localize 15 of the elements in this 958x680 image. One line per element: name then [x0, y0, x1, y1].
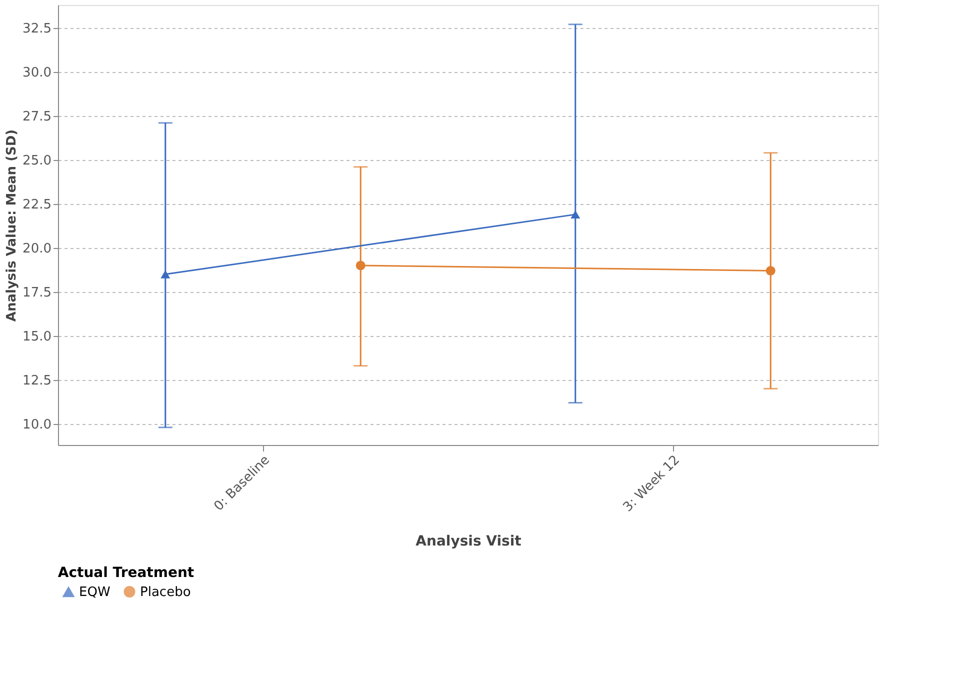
y-tick-label: 15.0 [22, 329, 52, 344]
legend-label: Placebo [140, 584, 191, 600]
legend-label: EQW [79, 585, 110, 600]
y-tick-label: 20.0 [22, 241, 52, 256]
y-tick-label: 25.0 [22, 153, 52, 168]
y-tick-label: 17.5 [22, 285, 52, 300]
y-tick-label: 27.5 [22, 109, 52, 124]
y-axis-title: Analysis Value: Mean (SD) [4, 129, 20, 322]
y-tick-label: 22.5 [22, 197, 52, 212]
y-tick-label: 10.0 [22, 417, 52, 432]
y-tick-label: 32.5 [22, 21, 52, 36]
x-axis-title: Analysis Visit [416, 533, 522, 550]
y-tick-label: 12.5 [22, 373, 52, 388]
y-tick-label: 30.0 [22, 65, 52, 80]
legend-title: Actual Treatment [58, 565, 194, 581]
